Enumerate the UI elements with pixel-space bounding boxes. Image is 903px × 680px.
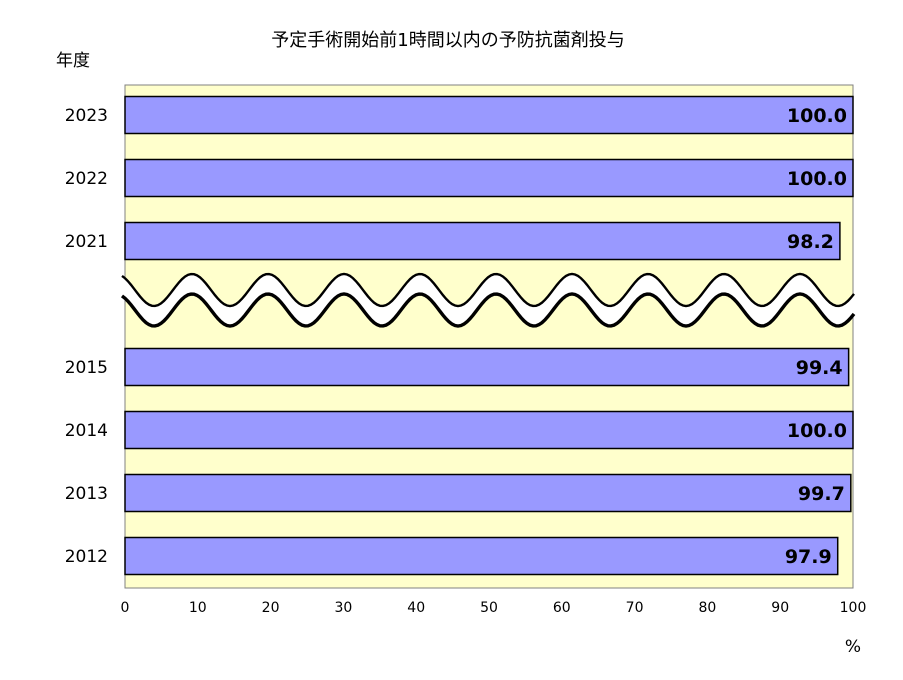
- bar-2013: [124, 473, 852, 513]
- axis-break-wave: [120, 272, 856, 328]
- data-label-2013: 99.7: [798, 483, 845, 505]
- bar-2015: [124, 347, 850, 387]
- x-tick-label-0: 0: [121, 600, 130, 616]
- category-label-2012: 2012: [65, 547, 108, 567]
- x-tick-label-80: 80: [698, 600, 716, 616]
- data-label-2014: 100.0: [787, 420, 847, 442]
- category-label-2014: 2014: [65, 421, 108, 441]
- category-label-2021: 2021: [65, 232, 108, 252]
- x-tick-label-90: 90: [771, 600, 789, 616]
- y-axis-label: 年度: [56, 51, 90, 71]
- break-line-lower: [120, 292, 856, 328]
- x-tick-label-10: 10: [189, 600, 207, 616]
- bars-group: [124, 95, 854, 576]
- bar-2012: [124, 536, 839, 576]
- x-tick-label-40: 40: [407, 600, 425, 616]
- bar-2022: [124, 158, 854, 198]
- data-label-2023: 100.0: [787, 105, 847, 127]
- x-tick-label-30: 30: [334, 600, 352, 616]
- axis-break-band: [122, 274, 856, 326]
- x-tick-label-60: 60: [553, 600, 571, 616]
- category-label-2015: 2015: [65, 358, 108, 378]
- category-label-2022: 2022: [65, 169, 108, 189]
- category-label-2023: 2023: [65, 106, 108, 126]
- bar-2023: [124, 95, 854, 135]
- data-label-2015: 99.4: [796, 357, 843, 379]
- bar-2014: [124, 410, 854, 450]
- category-labels: 2023 2022 2021 2015 2014 2013 2012: [65, 106, 108, 567]
- x-axis-ticks: 0 10 20 30 40 50 60 70 80 90 100: [121, 600, 867, 616]
- chart-title: 予定手術開始前1時間以内の予防抗菌剤投与: [271, 30, 624, 51]
- x-tick-label-100: 100: [840, 600, 867, 616]
- data-label-2012: 97.9: [785, 546, 832, 568]
- category-label-2013: 2013: [65, 484, 108, 504]
- break-line-upper: [121, 272, 855, 308]
- x-axis-unit: %: [845, 637, 861, 657]
- data-labels: 100.0 100.0 98.2 99.4 100.0 99.7 97.9: [785, 105, 847, 568]
- data-label-2021: 98.2: [787, 231, 834, 253]
- data-label-2022: 100.0: [787, 168, 847, 190]
- bar-2021: [124, 221, 841, 261]
- x-tick-label-20: 20: [262, 600, 280, 616]
- x-tick-label-50: 50: [480, 600, 498, 616]
- x-tick-label-70: 70: [626, 600, 644, 616]
